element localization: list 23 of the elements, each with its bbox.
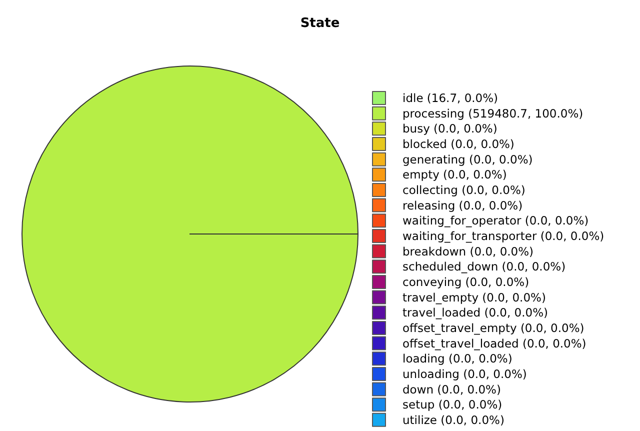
legend-label: scheduled_down (0.0, 0.0%) bbox=[402, 260, 566, 274]
legend-label: blocked (0.0, 0.0%) bbox=[402, 136, 514, 151]
chart-title: State bbox=[300, 16, 340, 31]
legend-label: processing (519480.7, 100.0%) bbox=[402, 106, 584, 120]
legend-label: busy (0.0, 0.0%) bbox=[402, 122, 498, 136]
legend-label: conveying (0.0, 0.0%) bbox=[402, 274, 530, 289]
legend-label: loading (0.0, 0.0%) bbox=[402, 352, 512, 366]
legend-label: unloading (0.0, 0.0%) bbox=[402, 366, 527, 381]
legend-label: waiting_for_operator (0.0, 0.0%) bbox=[402, 214, 589, 228]
legend-label: releasing (0.0, 0.0%) bbox=[402, 198, 523, 212]
legend-label: travel_loaded (0.0, 0.0%) bbox=[402, 306, 548, 320]
legend-label: breakdown (0.0, 0.0%) bbox=[402, 244, 534, 258]
legend-label: offset_travel_loaded (0.0, 0.0%) bbox=[402, 336, 586, 350]
legend-label: travel_empty (0.0, 0.0%) bbox=[402, 290, 546, 304]
legend-label: empty (0.0, 0.0%) bbox=[402, 168, 507, 182]
legend-label: waiting_for_transporter (0.0, 0.0%) bbox=[402, 228, 604, 243]
legend-label: down (0.0, 0.0%) bbox=[402, 382, 501, 396]
legend-label: setup (0.0, 0.0%) bbox=[402, 398, 502, 412]
legend-label: generating (0.0, 0.0%) bbox=[402, 152, 533, 166]
legend-label: utilize (0.0, 0.0%) bbox=[402, 412, 504, 427]
legend-label: idle (16.7, 0.0%) bbox=[402, 91, 498, 105]
legend-label: collecting (0.0, 0.0%) bbox=[402, 182, 526, 197]
legend-label: offset_travel_empty (0.0, 0.0%) bbox=[402, 320, 584, 335]
